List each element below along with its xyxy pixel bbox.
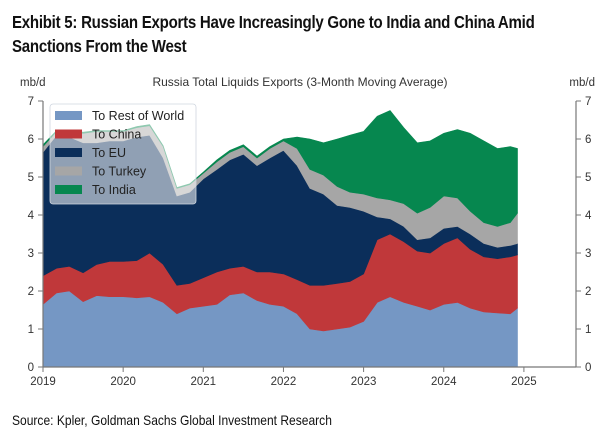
y-tick-label-right: 1 [585, 324, 591, 336]
y-tick-label-right: 5 [585, 172, 591, 184]
y-tick-label-left: 1 [28, 324, 34, 336]
legend: To Rest of World To China To EU To Turkey To… [49, 103, 197, 205]
y-tick-label-right: 0 [585, 362, 591, 374]
exhibit-title-line-1: Exhibit 5: Russian Exports Have Increasi… [12, 12, 535, 32]
y-axis-left-unit: mb/d [20, 77, 46, 89]
legend-label-to-eu: To EU [92, 146, 126, 160]
x-tick-label: 2022 [271, 376, 297, 388]
x-tick-label: 2021 [191, 376, 217, 388]
chart-title: Russia Total Liquids Exports (3-Month Mo… [152, 75, 447, 89]
x-tick-label: 2024 [431, 376, 457, 388]
x-tick-label: 2025 [511, 376, 537, 388]
exhibit-title-line-2: Sanctions From the West [12, 36, 187, 56]
legend-label-to-china: To China [92, 128, 141, 142]
legend-label-to-turkey: To Turkey [92, 165, 147, 179]
x-tick-label: 2019 [30, 376, 56, 388]
y-tick-label-right: 3 [585, 248, 591, 260]
y-tick-label-left: 2 [28, 286, 34, 298]
y-tick-label-right: 7 [585, 96, 591, 108]
legend-label-to-india: To India [92, 183, 136, 197]
y-tick-label-left: 5 [28, 172, 34, 184]
legend-swatch-to-rest-of-world [55, 111, 82, 120]
y-tick-label-right: 4 [585, 210, 592, 222]
x-tick-label: 2020 [110, 376, 136, 388]
legend-swatch-to-turkey [55, 166, 82, 176]
y-tick-label-right: 6 [585, 134, 591, 146]
legend-box [49, 103, 197, 205]
exhibit-title: Exhibit 5: Russian Exports Have Increasi… [12, 10, 614, 58]
legend-swatch-to-eu [55, 148, 82, 157]
y-tick-label-left: 3 [28, 248, 34, 260]
y-tick-label-left: 7 [28, 96, 34, 108]
legend-swatch-to-china [55, 129, 82, 139]
legend-swatch-to-india [55, 185, 82, 194]
y-tick-label-right: 2 [585, 286, 591, 298]
y-tick-label-left: 6 [28, 134, 34, 146]
axes: 0 0 1 1 2 2 3 3 4 4 5 5 6 6 7 7 2019 2020 2021 2022 2023 2024… [28, 96, 592, 388]
y-tick-label-left: 4 [28, 210, 35, 222]
x-tick-label: 2023 [351, 376, 377, 388]
legend-label-to-rest-of-world: To Rest of World [92, 109, 184, 123]
y-axis-right-unit: mb/d [569, 77, 595, 89]
source-note: Source: Kpler, Goldman Sachs Global Inve… [12, 412, 332, 428]
y-tick-label-left: 0 [28, 362, 34, 374]
